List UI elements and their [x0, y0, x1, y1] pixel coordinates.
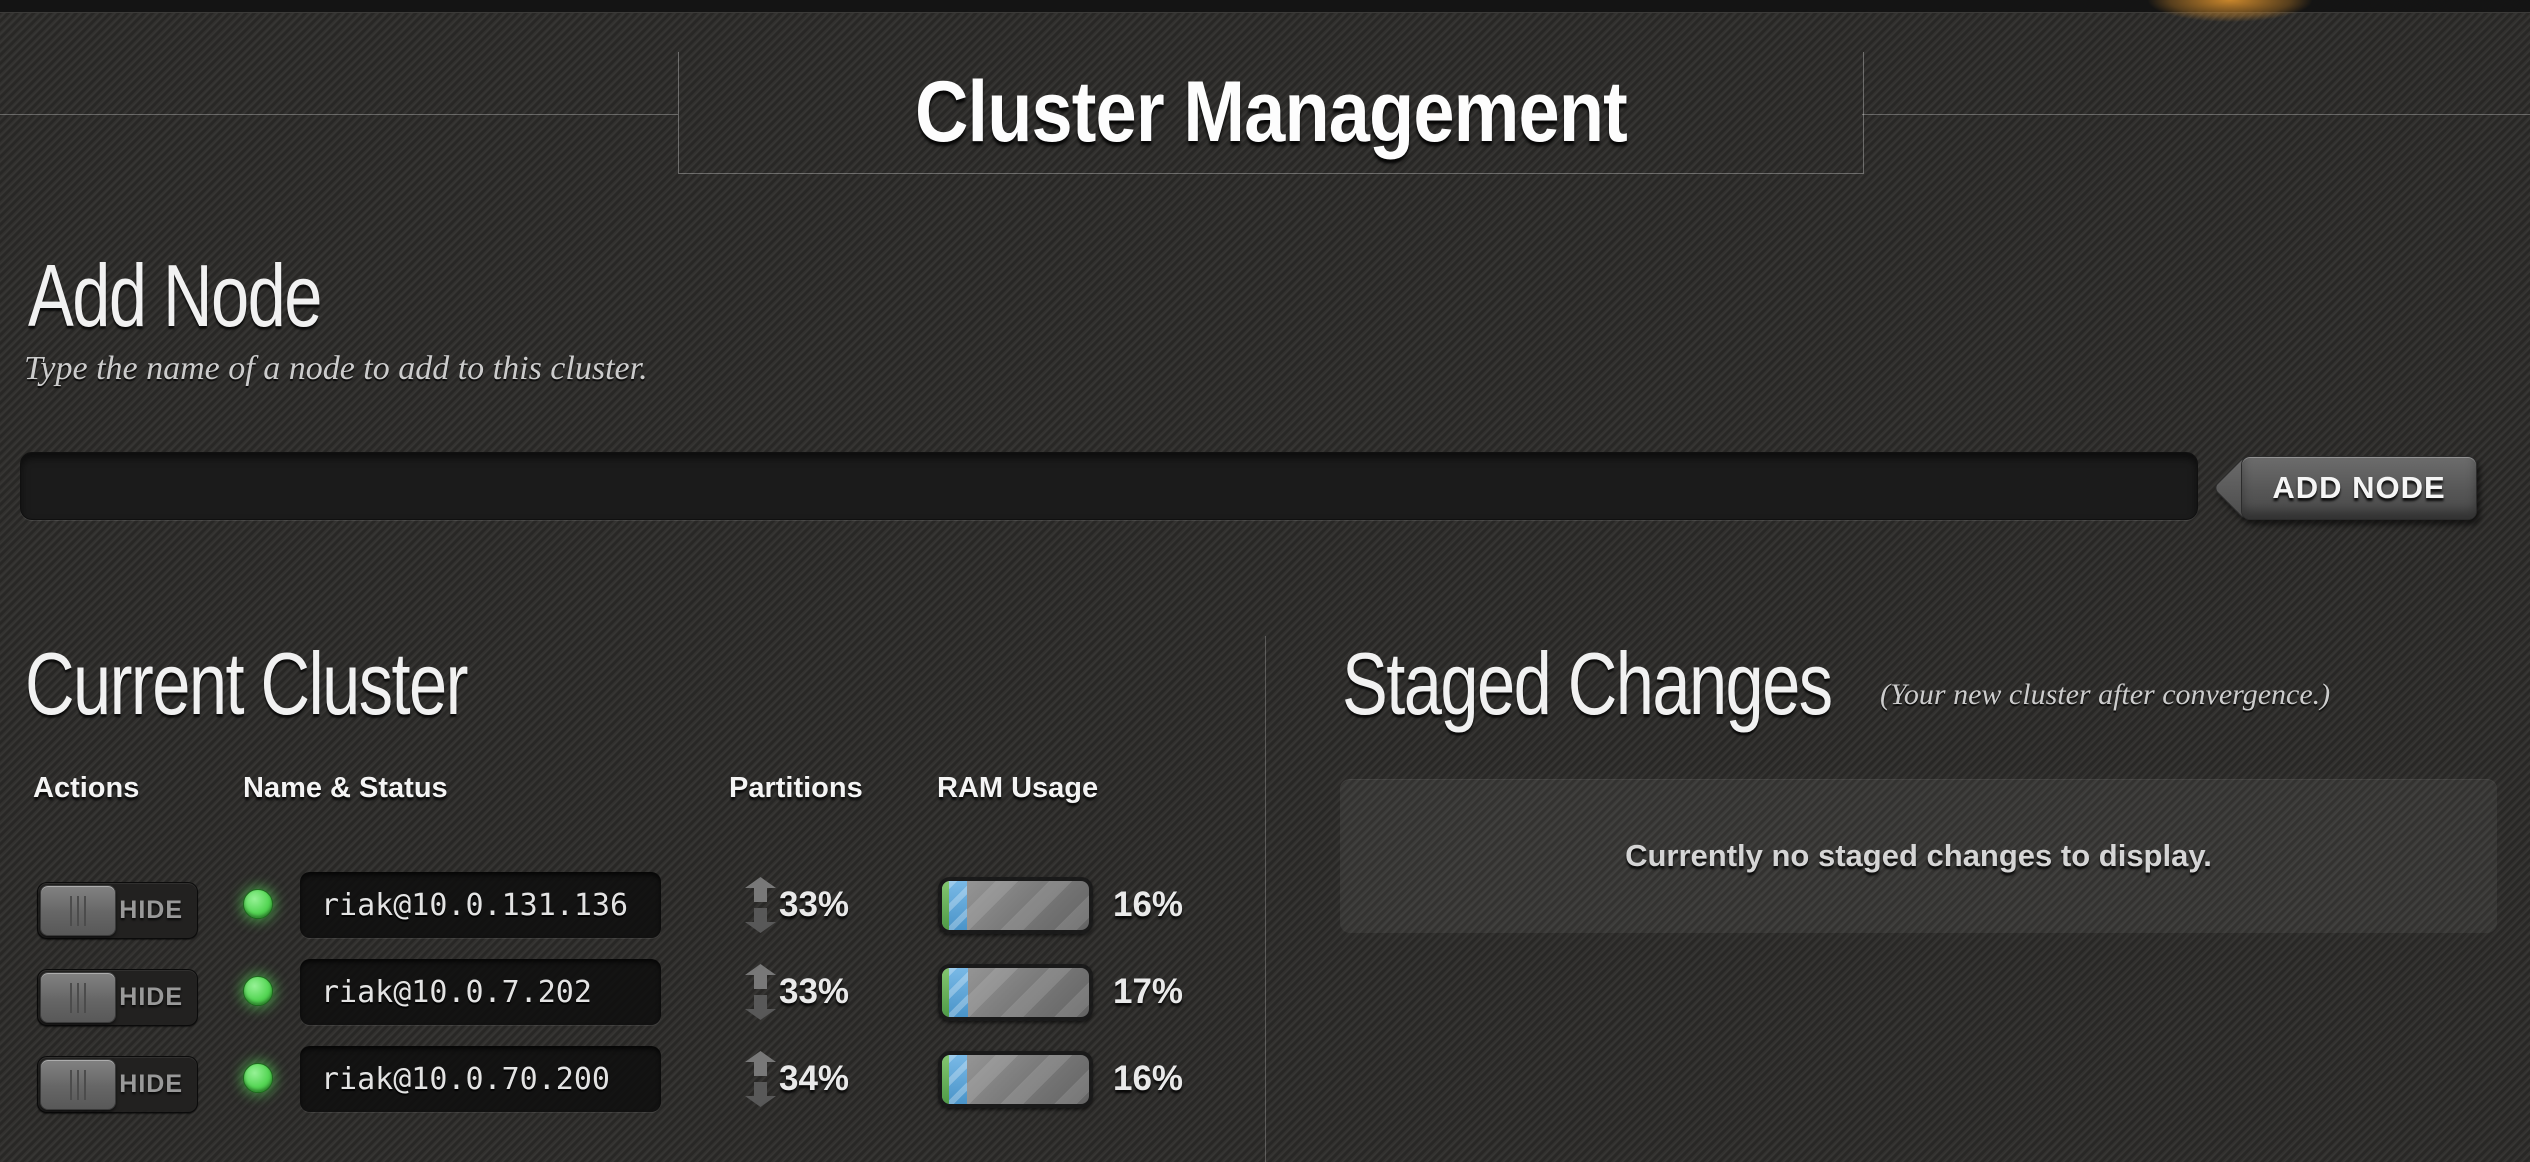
ram-bar-blue-segment	[949, 881, 967, 930]
add-node-heading: Add Node	[28, 246, 322, 345]
staged-changes-empty-box: Currently no staged changes to display.	[1340, 779, 2497, 933]
partition-steppers	[745, 877, 776, 933]
status-ok-icon	[243, 1063, 273, 1093]
node-row: HIDE riak@10.0.70.200 34% 16%	[0, 1046, 1265, 1113]
current-cluster-heading: Current Cluster	[25, 634, 469, 733]
ram-percent: 16%	[1113, 885, 1184, 924]
knob-ridges-icon	[70, 895, 86, 926]
arrow-up-icon	[745, 1051, 776, 1076]
ram-bar-blue-segment	[949, 968, 968, 1017]
node-name-field: riak@10.0.70.200	[300, 1046, 661, 1112]
add-node-input[interactable]	[20, 452, 2198, 520]
arrow-down-icon	[745, 1082, 776, 1107]
status-ok-icon	[243, 976, 273, 1006]
add-node-button-label: ADD NODE	[2272, 470, 2446, 505]
column-header-actions: Actions	[33, 772, 140, 804]
node-row: HIDE riak@10.0.131.136 33% 16%	[0, 872, 1265, 939]
toggle-label: HIDE	[119, 896, 183, 924]
ram-usage-bar	[938, 1051, 1093, 1108]
hide-toggle[interactable]: HIDE	[37, 969, 198, 1026]
section-divider	[1265, 636, 1266, 1162]
arrow-down-icon	[745, 908, 776, 933]
toggle-knob-icon	[40, 1059, 116, 1110]
arrow-up-icon	[745, 877, 776, 902]
ram-bar-green-segment	[942, 1055, 949, 1104]
partition-steppers	[745, 964, 776, 1020]
ram-usage-bar	[938, 964, 1093, 1021]
column-header-name-status: Name & Status	[243, 772, 448, 804]
arrow-down-icon	[745, 995, 776, 1020]
title-rule-right	[1862, 114, 2530, 115]
title-rule-left	[0, 114, 678, 115]
status-ok-icon	[243, 889, 273, 919]
partition-steppers	[745, 1051, 776, 1107]
node-name-field: riak@10.0.131.136	[300, 872, 661, 938]
page-title-box: Cluster Management	[678, 52, 1864, 174]
node-name-field: riak@10.0.7.202	[300, 959, 661, 1025]
partitions-percent: 34%	[779, 1059, 850, 1098]
partitions-percent: 33%	[779, 972, 850, 1011]
staged-changes-note: (Your new cluster after convergence.)	[1880, 678, 2331, 711]
ram-bar-blue-segment	[949, 1055, 967, 1104]
staged-changes-heading: Staged Changes	[1342, 634, 1833, 733]
add-node-button[interactable]: ADD NODE	[2212, 455, 2477, 521]
toggle-knob-icon	[40, 885, 116, 936]
toggle-knob-icon	[40, 972, 116, 1023]
page-title: Cluster Management	[915, 64, 1628, 160]
add-node-button-body	[2241, 456, 2477, 520]
hide-toggle[interactable]: HIDE	[37, 882, 198, 939]
knob-ridges-icon	[70, 1069, 86, 1100]
column-header-partitions: Partitions	[729, 772, 863, 804]
ram-percent: 16%	[1113, 1059, 1184, 1098]
top-strip	[0, 0, 2530, 13]
ram-usage-bar	[938, 877, 1093, 934]
toggle-label: HIDE	[119, 983, 183, 1011]
arrow-up-icon	[745, 964, 776, 989]
column-header-ram-usage: RAM Usage	[937, 772, 1099, 804]
knob-ridges-icon	[70, 982, 86, 1013]
toggle-label: HIDE	[119, 1070, 183, 1098]
staged-changes-empty-message: Currently no staged changes to display.	[1625, 838, 2212, 873]
add-node-description: Type the name of a node to add to this c…	[24, 350, 648, 387]
node-row: HIDE riak@10.0.7.202 33% 17%	[0, 959, 1265, 1026]
ram-bar-green-segment	[942, 881, 949, 930]
ram-percent: 17%	[1113, 972, 1184, 1011]
hide-toggle[interactable]: HIDE	[37, 1056, 198, 1113]
partitions-percent: 33%	[779, 885, 850, 924]
ram-bar-green-segment	[942, 968, 949, 1017]
